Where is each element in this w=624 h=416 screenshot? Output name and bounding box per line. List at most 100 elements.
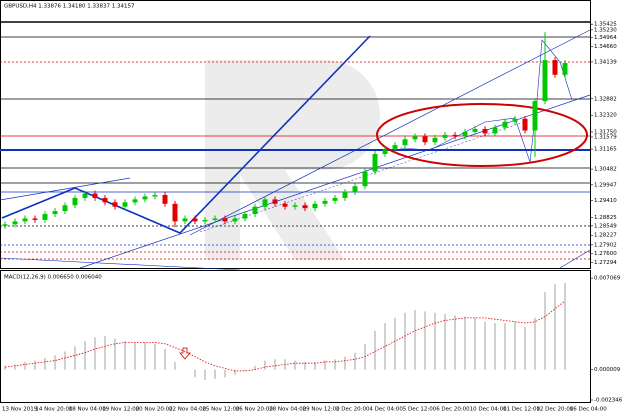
header-text: GBPUSD,H4 1.33876 1.34180 1.33837 1.3415…: [4, 4, 135, 10]
x-tick-label: 5 Dec 12:00: [403, 407, 437, 413]
y-tick-label: 1.28549: [594, 223, 617, 229]
candle-body: [332, 197, 338, 201]
x-tick-label: 2 Dec 20:00: [336, 407, 370, 413]
y-tick-label: 1.29410: [594, 198, 617, 204]
x-tick-label: 26 Nov 20:00: [236, 407, 274, 413]
y-tick-label: 1.34964: [594, 35, 617, 41]
candle-body: [92, 193, 98, 198]
candle-body: [2, 224, 8, 226]
candle-body: [282, 203, 288, 207]
candle-body: [522, 118, 528, 131]
x-tick-label: 16 Dec 04:00: [570, 407, 607, 413]
y-tick-label: 1.34660: [594, 44, 617, 50]
candle-body: [472, 129, 478, 132]
highlight-ellipse: [376, 103, 588, 167]
candle-body: [182, 218, 188, 222]
candle-body: [82, 193, 88, 198]
candle-body: [532, 101, 538, 131]
candle-body: [292, 205, 298, 207]
x-tick-label: 14 Nov 20:00: [35, 407, 73, 413]
x-tick-label: 22 Nov 04:00: [169, 407, 207, 413]
candle-body: [312, 203, 318, 209]
candle-body: [382, 149, 388, 154]
macd-panel: [0, 270, 591, 403]
x-tick-label: 11 Dec 12:00: [503, 407, 540, 413]
candle-body: [122, 202, 128, 207]
y-tick-label: 0.000009: [594, 367, 621, 373]
candle-body: [422, 136, 428, 143]
x-tick-label: 29 Nov 12:00: [303, 407, 341, 413]
candle-body: [442, 134, 448, 138]
x-tick-label: 18 Nov 04:00: [69, 407, 107, 413]
candle-body: [562, 63, 568, 75]
x-tick-label: 10 Dec 04:00: [470, 407, 507, 413]
candle-body: [12, 221, 18, 225]
candle-body: [252, 206, 258, 215]
x-tick-label: 6 Dec 20:00: [436, 407, 470, 413]
y-tick-label: 1.31579: [594, 134, 617, 140]
x-tick-label: 19 Nov 12:00: [102, 407, 140, 413]
candle-body: [142, 196, 148, 200]
candle-body: [232, 218, 238, 222]
candle-body: [412, 136, 418, 140]
level-lines: [0, 21, 590, 260]
x-tick-label: 4 Dec 04:00: [369, 407, 403, 413]
x-tick-label: 20 Nov 20:00: [136, 407, 174, 413]
candle-body: [172, 203, 178, 222]
y-tick-label: 1.27902: [594, 242, 617, 248]
x-tick-label: 13 Nov 2019: [2, 407, 38, 413]
y-tick-label: 1.31165: [594, 147, 617, 153]
candle-body: [112, 202, 118, 207]
signal-line: [4, 300, 566, 372]
candle-body: [482, 129, 488, 134]
candle-body: [392, 145, 398, 150]
candle-body: [272, 199, 278, 204]
y-tick-label: 1.27294: [594, 260, 617, 266]
candle-body: [102, 197, 108, 203]
candle-body: [512, 118, 518, 122]
y-tick-label: 1.27600: [594, 251, 617, 257]
candle-body: [212, 218, 218, 220]
y-tick-label: 1.32882: [594, 96, 617, 102]
candle-body: [352, 186, 358, 193]
candle-body: [432, 137, 438, 143]
x-tick-label: 12 Dec 20:00: [536, 407, 573, 413]
y-tick-label: 1.28227: [594, 233, 617, 239]
candle-body: [202, 219, 208, 222]
y-tick-label: 1.29947: [594, 182, 617, 188]
macd-label: MACD(12,26,9) 0.006650 0.006040: [4, 275, 102, 281]
candle-body: [342, 192, 348, 198]
candle-body: [62, 205, 68, 212]
candle-body: [262, 199, 268, 207]
y-tick-label: -0.002346: [594, 398, 623, 404]
y-tick-label: 1.34139: [594, 59, 617, 65]
candle-body: [192, 218, 198, 222]
y-tick-label: 1.32320: [594, 113, 617, 119]
y-tick-label: 1.28825: [594, 215, 617, 221]
watermark: [205, 60, 380, 260]
y-tick-label: 1.35425: [594, 22, 617, 28]
candle-body: [152, 194, 158, 197]
candle-body: [402, 139, 408, 146]
candle-body: [162, 194, 168, 204]
candle-body: [302, 205, 308, 209]
y-tick-label: 1.30482: [594, 167, 617, 173]
y-tick-label: 1.35230: [594, 27, 617, 33]
arrow-marker: [179, 347, 191, 360]
candle-body: [372, 153, 378, 172]
candle-body: [502, 121, 508, 128]
candle-body: [552, 60, 558, 75]
candle-body: [362, 171, 368, 187]
candle-body: [542, 60, 548, 102]
candle-body: [72, 197, 78, 206]
y-tick-label: 0.007069: [594, 276, 621, 282]
candle-body: [32, 218, 38, 220]
candle-body: [452, 134, 458, 137]
candle-body: [322, 200, 328, 204]
candle-body: [242, 214, 248, 219]
candle-body: [492, 127, 498, 134]
candle-body: [462, 131, 468, 137]
candle-body: [52, 211, 58, 215]
candle-body: [132, 199, 138, 203]
